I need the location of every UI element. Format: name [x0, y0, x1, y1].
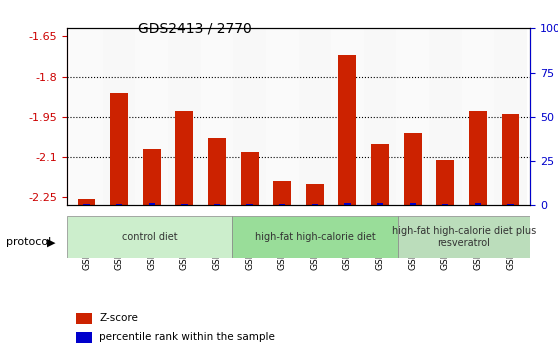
Bar: [507, 204, 514, 205]
Bar: [396, 28, 429, 205]
Bar: [461, 28, 494, 205]
Bar: [247, 204, 253, 205]
Bar: [364, 28, 396, 205]
Bar: [148, 202, 155, 205]
Bar: [208, 138, 226, 205]
Text: Z-score: Z-score: [99, 313, 138, 323]
Bar: [312, 204, 318, 205]
Bar: [371, 144, 389, 205]
Bar: [436, 160, 454, 205]
Bar: [103, 28, 136, 205]
Bar: [273, 181, 291, 205]
Bar: [76, 332, 93, 343]
Text: high-fat high-calorie diet plus
resveratrol: high-fat high-calorie diet plus resverat…: [392, 226, 536, 248]
Bar: [442, 204, 449, 205]
Bar: [502, 114, 519, 205]
Bar: [70, 28, 103, 205]
Bar: [404, 133, 422, 205]
Bar: [306, 184, 324, 205]
Text: GDS2413 / 2770: GDS2413 / 2770: [138, 21, 252, 35]
Bar: [143, 149, 161, 205]
Bar: [181, 204, 187, 205]
Text: ▶: ▶: [47, 238, 56, 247]
Text: protocol: protocol: [6, 238, 51, 247]
Bar: [469, 112, 487, 205]
Bar: [339, 55, 357, 205]
Bar: [136, 28, 168, 205]
Bar: [377, 202, 383, 205]
Bar: [429, 28, 461, 205]
FancyBboxPatch shape: [67, 216, 232, 258]
Bar: [168, 28, 201, 205]
Text: percentile rank within the sample: percentile rank within the sample: [99, 332, 275, 342]
Bar: [299, 28, 331, 205]
Bar: [116, 204, 122, 205]
Bar: [475, 202, 481, 205]
Bar: [240, 152, 258, 205]
Bar: [83, 204, 90, 205]
FancyBboxPatch shape: [232, 216, 398, 258]
Text: control diet: control diet: [122, 232, 177, 242]
Bar: [279, 204, 285, 205]
Bar: [233, 28, 266, 205]
Bar: [344, 202, 350, 205]
Bar: [494, 28, 527, 205]
Bar: [78, 199, 95, 205]
Bar: [76, 313, 93, 324]
Bar: [266, 28, 299, 205]
Bar: [331, 28, 364, 205]
Bar: [110, 93, 128, 205]
FancyBboxPatch shape: [398, 216, 530, 258]
Bar: [175, 112, 193, 205]
Bar: [201, 28, 233, 205]
Text: high-fat high-calorie diet: high-fat high-calorie diet: [254, 232, 376, 242]
Bar: [214, 204, 220, 205]
Bar: [410, 202, 416, 205]
